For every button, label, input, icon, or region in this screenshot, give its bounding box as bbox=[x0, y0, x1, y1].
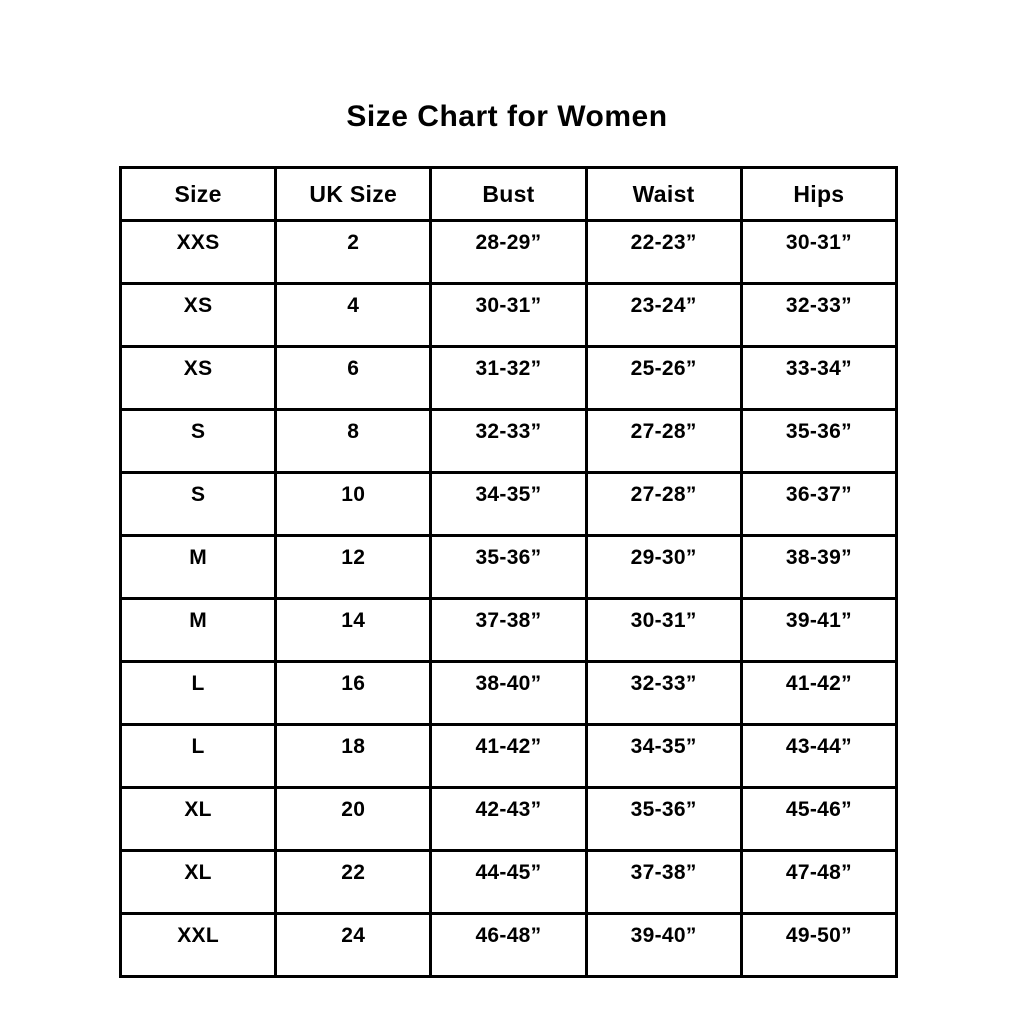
cell: 22 bbox=[274, 849, 433, 915]
cell: 25-26” bbox=[584, 345, 743, 411]
cell: 30-31” bbox=[584, 597, 743, 663]
table-row: XXL 24 46-48” 39-40” 49-50” bbox=[118, 912, 899, 978]
column-header: Size bbox=[118, 166, 278, 222]
cell: 38-40” bbox=[429, 660, 588, 726]
cell: 29-30” bbox=[584, 534, 743, 600]
cell: L bbox=[118, 723, 278, 789]
cell: 36-37” bbox=[739, 471, 899, 537]
cell: XXL bbox=[118, 912, 278, 978]
column-header: Waist bbox=[584, 166, 743, 222]
cell: 44-45” bbox=[429, 849, 588, 915]
cell: 4 bbox=[274, 282, 433, 348]
table-row: XL 22 44-45” 37-38” 47-48” bbox=[118, 849, 899, 915]
cell: XXS bbox=[118, 219, 278, 285]
cell: 30-31” bbox=[739, 219, 899, 285]
cell: 6 bbox=[274, 345, 433, 411]
table-row: M 14 37-38” 30-31” 39-41” bbox=[118, 597, 899, 663]
cell: 41-42” bbox=[429, 723, 588, 789]
cell: 34-35” bbox=[584, 723, 743, 789]
cell: 47-48” bbox=[739, 849, 899, 915]
cell: 38-39” bbox=[739, 534, 899, 600]
table-row: XXS 2 28-29” 22-23” 30-31” bbox=[118, 219, 899, 285]
cell: 32-33” bbox=[584, 660, 743, 726]
table-row: L 18 41-42” 34-35” 43-44” bbox=[118, 723, 899, 789]
cell: 39-41” bbox=[739, 597, 899, 663]
cell: 20 bbox=[274, 786, 433, 852]
cell: 49-50” bbox=[739, 912, 899, 978]
cell: 27-28” bbox=[584, 408, 743, 474]
size-chart-table: Size UK Size Bust Waist Hips XXS 2 28-29” 22-23… bbox=[118, 166, 899, 978]
cell: 41-42” bbox=[739, 660, 899, 726]
cell: 39-40” bbox=[584, 912, 743, 978]
cell: XL bbox=[118, 786, 278, 852]
cell: S bbox=[118, 471, 278, 537]
cell: 10 bbox=[274, 471, 433, 537]
table-row: XS 4 30-31” 23-24” 32-33” bbox=[118, 282, 899, 348]
table-row: M 12 35-36” 29-30” 38-39” bbox=[118, 534, 899, 600]
cell: 30-31” bbox=[429, 282, 588, 348]
cell: 24 bbox=[274, 912, 433, 978]
cell: 46-48” bbox=[429, 912, 588, 978]
column-header: Bust bbox=[429, 166, 588, 222]
table-row: XS 6 31-32” 25-26” 33-34” bbox=[118, 345, 899, 411]
cell: M bbox=[118, 597, 278, 663]
cell: 2 bbox=[274, 219, 433, 285]
cell: 12 bbox=[274, 534, 433, 600]
cell: 32-33” bbox=[739, 282, 899, 348]
cell: 45-46” bbox=[739, 786, 899, 852]
cell: 8 bbox=[274, 408, 433, 474]
cell: 43-44” bbox=[739, 723, 899, 789]
table-row: XL 20 42-43” 35-36” 45-46” bbox=[118, 786, 899, 852]
cell: 37-38” bbox=[584, 849, 743, 915]
cell: S bbox=[118, 408, 278, 474]
cell: 35-36” bbox=[739, 408, 899, 474]
cell: 27-28” bbox=[584, 471, 743, 537]
column-header: UK Size bbox=[274, 166, 433, 222]
table-body: XXS 2 28-29” 22-23” 30-31” XS 4 30-31” 23-24” 32-… bbox=[118, 219, 899, 978]
cell: 14 bbox=[274, 597, 433, 663]
table-row: S 8 32-33” 27-28” 35-36” bbox=[118, 408, 899, 474]
cell: 31-32” bbox=[429, 345, 588, 411]
cell: 28-29” bbox=[429, 219, 588, 285]
page-title: Size Chart for Women bbox=[346, 100, 668, 133]
cell: 23-24” bbox=[584, 282, 743, 348]
cell: XS bbox=[118, 345, 278, 411]
cell: M bbox=[118, 534, 278, 600]
cell: L bbox=[118, 660, 278, 726]
cell: 35-36” bbox=[429, 534, 588, 600]
cell: 42-43” bbox=[429, 786, 588, 852]
cell: 18 bbox=[274, 723, 433, 789]
cell: 33-34” bbox=[739, 345, 899, 411]
cell: XL bbox=[118, 849, 278, 915]
cell: 35-36” bbox=[584, 786, 743, 852]
header-row: Size UK Size Bust Waist Hips bbox=[118, 166, 899, 222]
cell: 32-33” bbox=[429, 408, 588, 474]
table-row: L 16 38-40” 32-33” 41-42” bbox=[118, 660, 899, 726]
cell: 16 bbox=[274, 660, 433, 726]
cell: XS bbox=[118, 282, 278, 348]
table-row: S 10 34-35” 27-28” 36-37” bbox=[118, 471, 899, 537]
cell: 37-38” bbox=[429, 597, 588, 663]
cell: 34-35” bbox=[429, 471, 588, 537]
column-header: Hips bbox=[739, 166, 899, 222]
cell: 22-23” bbox=[584, 219, 743, 285]
